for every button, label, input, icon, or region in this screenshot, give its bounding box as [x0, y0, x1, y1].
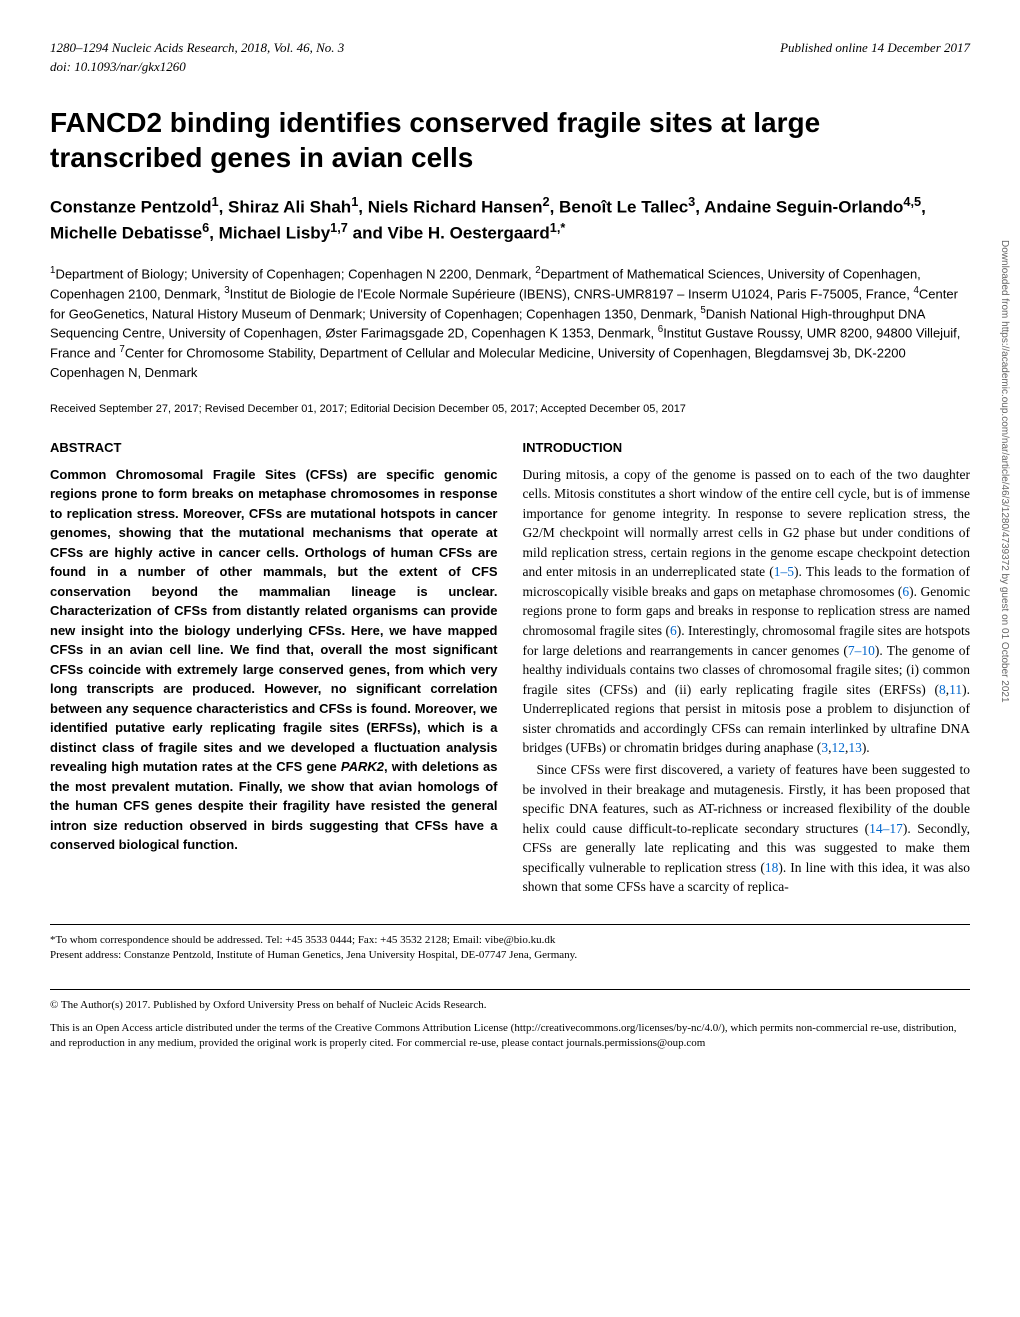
header-right: Published online 14 December 2017 — [780, 40, 970, 56]
two-column-body: ABSTRACT Common Chromosomal Fragile Site… — [50, 440, 970, 899]
present-address-footnote: Present address: Constanze Pentzold, Ins… — [50, 948, 970, 963]
footer-divider — [50, 924, 970, 925]
introduction-text: During mitosis, a copy of the genome is … — [523, 465, 971, 897]
affiliations: 1Department of Biology; University of Co… — [50, 264, 970, 383]
right-column: INTRODUCTION During mitosis, a copy of t… — [523, 440, 971, 899]
doi: doi: 10.1093/nar/gkx1260 — [50, 59, 970, 75]
copyright-line2: This is an Open Access article distribut… — [50, 1021, 970, 1052]
correspondence-footnote: *To whom correspondence should be addres… — [50, 933, 970, 948]
abstract-text: Common Chromosomal Fragile Sites (CFSs) … — [50, 465, 498, 855]
article-title: FANCD2 binding identifies conserved frag… — [50, 105, 970, 175]
intro-paragraph-1: During mitosis, a copy of the genome is … — [523, 465, 971, 758]
download-sidebar-text: Downloaded from https://academic.oup.com… — [999, 240, 1010, 703]
introduction-heading: INTRODUCTION — [523, 440, 971, 455]
left-column: ABSTRACT Common Chromosomal Fragile Site… — [50, 440, 498, 899]
abstract-heading: ABSTRACT — [50, 440, 498, 455]
header-row: 1280–1294 Nucleic Acids Research, 2018, … — [50, 40, 970, 56]
copyright-line1: © The Author(s) 2017. Published by Oxfor… — [50, 998, 970, 1013]
authors-list: Constanze Pentzold1, Shiraz Ali Shah1, N… — [50, 193, 970, 246]
intro-paragraph-2: Since CFSs were first discovered, a vari… — [523, 760, 971, 897]
header-left: 1280–1294 Nucleic Acids Research, 2018, … — [50, 40, 344, 56]
copyright-divider — [50, 989, 970, 990]
received-dates: Received September 27, 2017; Revised Dec… — [50, 403, 970, 415]
